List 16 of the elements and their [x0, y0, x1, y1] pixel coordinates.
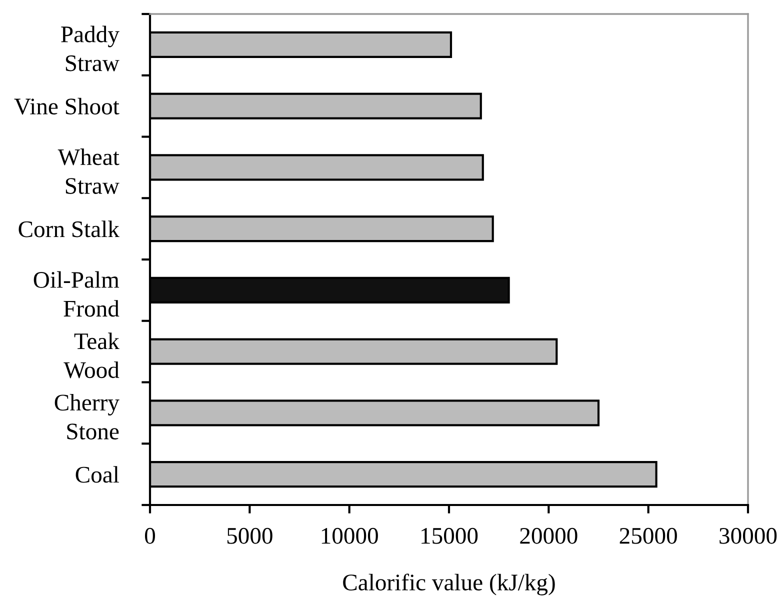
x-axis-title: Calorific value (kJ/kg) — [343, 574, 555, 596]
y-tick-label: Paddy Straw — [61, 26, 120, 72]
y-tick-label: Corn Stalk — [18, 220, 120, 238]
y-tick-label: Oil-Palm Frond — [34, 271, 120, 317]
x-tick-label: 25000 — [620, 528, 677, 544]
y-tick-label: Vine Shoot — [14, 98, 120, 115]
x-tick-label: 15000 — [422, 528, 478, 544]
x-tick-label: 30000 — [720, 528, 777, 544]
y-tick-label: Coal — [76, 466, 119, 483]
x-tick-label: 10000 — [322, 528, 378, 544]
y-tick-label: Cherry Stone — [54, 394, 120, 440]
y-tick-label: Wheat Straw — [58, 148, 120, 194]
x-tick-label: 5000 — [227, 528, 272, 544]
x-tick-label: 0 — [144, 528, 156, 544]
x-tick-label: 20000 — [520, 528, 578, 544]
y-tick-label: Teak Wood — [64, 332, 120, 378]
